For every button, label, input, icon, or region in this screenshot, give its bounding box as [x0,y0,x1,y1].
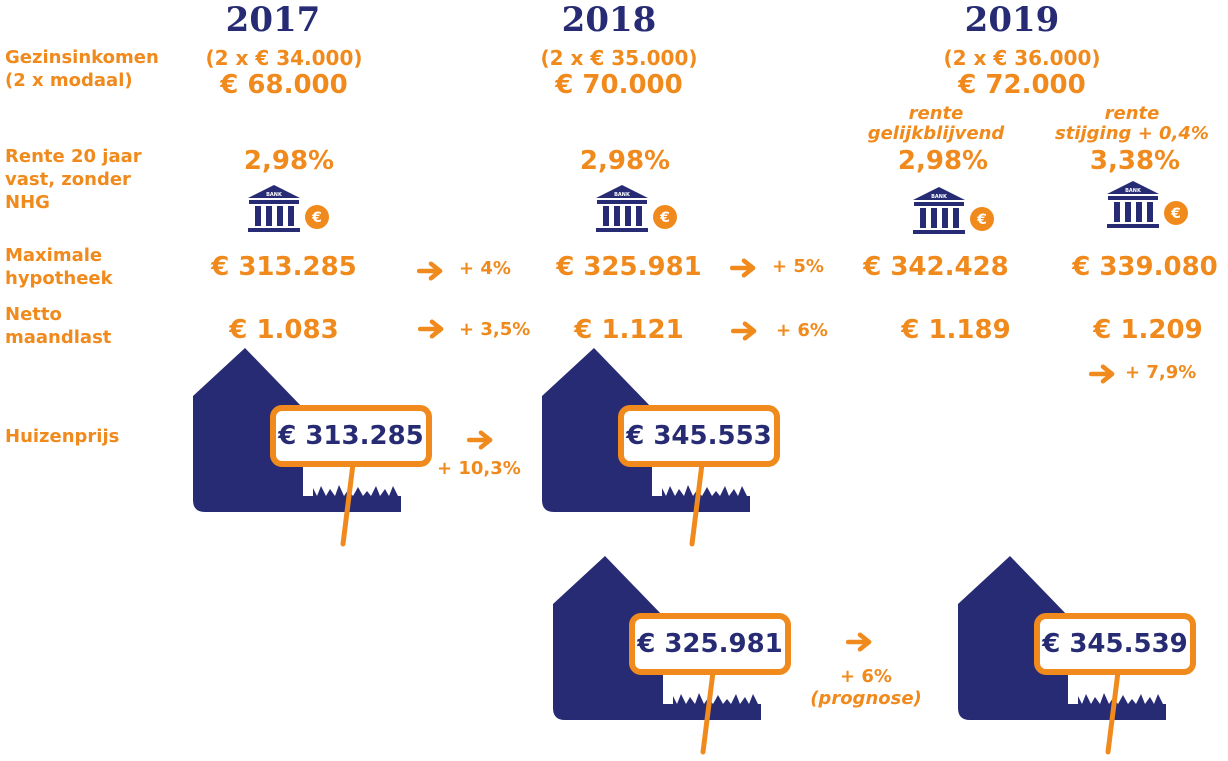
max-mortgage-change-18-19: + 5% [772,256,824,277]
arrow-right-icon [730,258,758,278]
income-2017-detail: (2 x € 34.000) [205,46,363,70]
rate-2019-rise-note: rente stijging + 0,4% [1055,103,1209,144]
arrow-right-icon [418,319,446,339]
bank-coin-symbol: € [659,210,670,226]
rate-2018: 2,98% [579,146,671,176]
net-monthly-change-17-18: + 3,5% [459,319,531,340]
net-monthly-2017: € 1.083 [229,315,339,345]
bank-icon-label: BANK [266,192,283,198]
bank-icon: BANK € [596,185,677,232]
house-price-alt-change: + 6% [840,666,892,687]
bank-coin-symbol: € [976,212,987,228]
income-2018-total: € 70.000 [555,70,683,100]
net-monthly-2018: € 1.121 [574,315,684,345]
max-mortgage-2018: € 325.981 [556,252,702,282]
net-monthly-change-rise: + 7,9% [1125,362,1197,383]
rate-2019-same: 2,98% [897,146,989,176]
max-mortgage-change-17-18: + 4% [459,258,511,279]
arrow-right-icon [1089,364,1117,384]
bank-icon-label: BANK [1125,188,1142,194]
bank-icon-label: BANK [614,192,631,198]
income-2017-total: € 68.000 [220,70,348,100]
max-mortgage-2019-same: € 342.428 [863,252,1009,282]
bank-coin-symbol: € [1170,206,1181,222]
arrow-right-icon [417,261,445,281]
bank-icon: BANK € [248,185,329,232]
income-2019-detail: (2 x € 36.000) [943,46,1101,70]
arrow-right-icon [467,430,495,450]
income-2019-total: € 72.000 [958,70,1086,100]
house-price-2017: € 313.285 [270,405,432,467]
income-2018-detail: (2 x € 35.000) [540,46,698,70]
year-2018: 2018 [561,0,657,40]
bank-icon: BANK € [1107,181,1188,228]
house-price-alt-2018: € 325.981 [629,613,791,675]
arrow-right-icon [846,632,874,652]
max-mortgage-2017: € 313.285 [211,252,357,282]
bank-icon: BANK € [913,187,994,234]
label-house-price: Huizenprijs [5,426,120,447]
arrow-right-icon [731,321,759,341]
year-2019: 2019 [964,0,1060,40]
house-price-2018: € 345.553 [618,405,780,467]
rate-2017: 2,98% [243,146,335,176]
bank-coin-symbol: € [311,210,322,226]
house-price-alt-change-note: (prognose) [810,688,922,709]
net-monthly-2019-same: € 1.189 [901,315,1011,345]
label-net-monthly: Netto maandlast [5,304,112,348]
label-rate: Rente 20 jaar vast, zonder NHG [5,146,142,213]
house-price-change-17-18: + 10,3% [437,458,521,479]
year-2017: 2017 [225,0,321,40]
net-monthly-2019-rise: € 1.209 [1093,315,1203,345]
label-income: Gezinsinkomen (2 x modaal) [5,47,159,91]
house-price-alt-2019: € 345.539 [1034,613,1196,675]
label-max-mortgage: Maximale hypotheek [5,245,113,289]
bank-icon-label: BANK [931,194,948,200]
rate-2019-same-note: rente gelijkblijvend [867,103,1005,144]
max-mortgage-2019-rise: € 339.080 [1072,252,1218,282]
rate-2019-rise: 3,38% [1089,146,1181,176]
net-monthly-change-18-19: + 6% [776,320,828,341]
